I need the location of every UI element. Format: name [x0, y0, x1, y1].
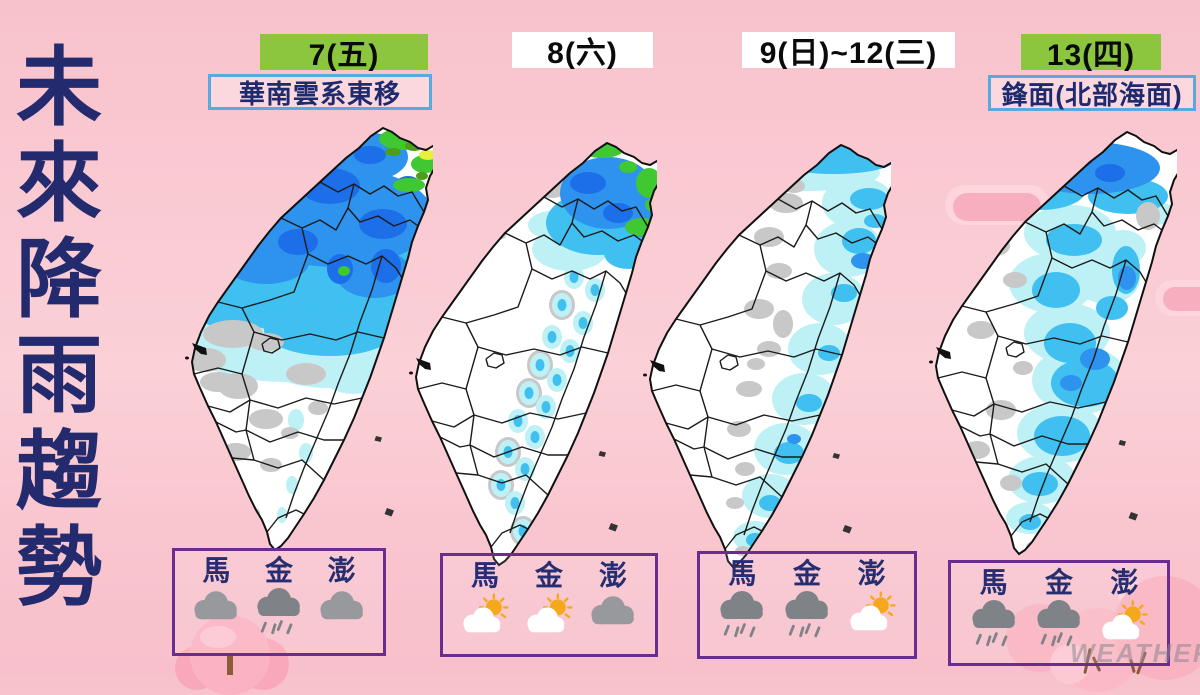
- island-label: 金: [792, 558, 821, 589]
- annotation-badge-col1: 華南雲系東移: [208, 74, 432, 110]
- title-char: 勢: [16, 520, 102, 616]
- cloudy-icon: [585, 593, 641, 630]
- decor-cloud: [953, 193, 1041, 221]
- offshore-col: 馬: [710, 558, 775, 650]
- island-label: 澎: [1110, 567, 1139, 598]
- island-label: 馬: [470, 560, 499, 591]
- rain-icon: [1031, 600, 1087, 648]
- partly-sunny-icon: [844, 591, 900, 634]
- offshore-col: 澎: [839, 558, 904, 650]
- cloudy-icon: [314, 588, 370, 625]
- offshore-panel-col4: 馬 金 澎: [948, 560, 1170, 666]
- date-badge-col3: 9(日)~12(三): [742, 32, 955, 70]
- offshore-panel-col3: 馬 金 澎: [697, 551, 917, 659]
- taiwan-rain-map-col4: [929, 131, 1177, 555]
- rain-icon: [251, 588, 307, 636]
- island-label: 澎: [598, 560, 627, 591]
- date-badge-col4: 13(四): [1021, 34, 1161, 72]
- offshore-panel-col1: 馬 金 澎: [172, 548, 386, 656]
- taiwan-rain-map-col2: [409, 142, 657, 566]
- island-label: 金: [1044, 567, 1073, 598]
- island-label: 金: [534, 560, 563, 591]
- taiwan-rain-map-col3: [643, 144, 891, 568]
- partly-sunny-icon: [1096, 600, 1152, 643]
- taiwan-rain-map-col1: [185, 127, 433, 551]
- title-char: 趨: [16, 424, 102, 520]
- title-char: 降: [16, 232, 102, 328]
- title-char: 未: [16, 40, 102, 136]
- title-char: 來: [16, 136, 102, 232]
- rain-icon: [779, 591, 835, 639]
- offshore-col: 金: [775, 558, 840, 650]
- island-label: 馬: [979, 567, 1008, 598]
- decor-tree-trunk: [227, 653, 233, 675]
- offshore-col: 澎: [581, 560, 645, 648]
- offshore-col: 金: [248, 555, 311, 647]
- offshore-col: 澎: [1092, 567, 1157, 657]
- offshore-col: 澎: [310, 555, 373, 647]
- offshore-panel-col2: 馬 金 澎: [440, 553, 658, 657]
- rain-icon: [966, 600, 1022, 648]
- cloudy-icon: [188, 588, 244, 625]
- island-label: 馬: [202, 555, 231, 586]
- annotation-badge-col4: 鋒面(北部海面): [988, 75, 1196, 111]
- rain-icon: [714, 591, 770, 639]
- watermark: WEATHER: [1070, 638, 1200, 668]
- page-title: 未 來 降 雨 趨 勢: [6, 40, 112, 616]
- partly-sunny-icon: [457, 593, 513, 636]
- island-label: 澎: [327, 555, 356, 586]
- title-char: 雨: [16, 328, 102, 424]
- date-badge-col2: 8(六): [512, 32, 653, 70]
- date-badge-col1: 7(五): [260, 34, 428, 72]
- island-label: 金: [264, 555, 293, 586]
- offshore-col: 馬: [453, 560, 517, 648]
- offshore-col: 馬: [185, 555, 248, 647]
- island-label: 澎: [857, 558, 886, 589]
- offshore-col: 金: [517, 560, 581, 648]
- decor-tree-highlight: [200, 626, 236, 648]
- offshore-col: 馬: [961, 567, 1026, 657]
- decor-cloud: [1163, 287, 1200, 311]
- partly-sunny-icon: [521, 593, 577, 636]
- island-label: 馬: [728, 558, 757, 589]
- offshore-col: 金: [1026, 567, 1091, 657]
